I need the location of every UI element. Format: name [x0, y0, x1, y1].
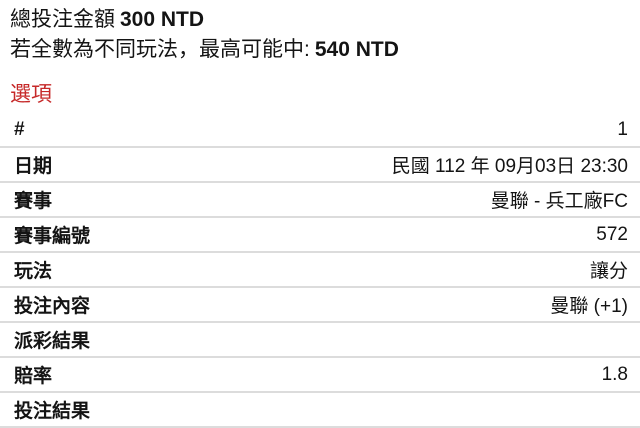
row-label: 投注內容	[14, 296, 91, 317]
table-row: 賽事編號 572	[0, 218, 640, 253]
row-value: 曼聯 (+1)	[550, 296, 628, 317]
row-label: 賽事編號	[14, 226, 91, 247]
table-row: 日期 民國 112 年 09月03日 23:30	[0, 148, 640, 183]
table-row: 賠率 1.8	[0, 358, 640, 393]
row-value: 讓分	[589, 261, 628, 282]
row-value: 民國 112 年 09月03日 23:30	[391, 156, 628, 177]
row-value: 572	[596, 223, 628, 245]
potential-win-amount: 540 NTD	[314, 38, 399, 61]
row-value: 曼聯 - 兵工廠FC	[490, 191, 628, 212]
row-label: 日期	[14, 156, 53, 177]
bet-summary-section: 總投注金額 300 NTD 若全數為不同玩法，最高可能中: 540 NTD 選項	[0, 0, 640, 109]
row-label: 賠率	[14, 366, 53, 387]
total-bet-amount: 300 NTD	[120, 8, 205, 31]
row-label: 賽事	[14, 191, 53, 212]
table-row: 投注結果	[0, 393, 640, 428]
potential-win-label: 若全數為不同玩法，最高可能中:	[10, 38, 310, 61]
row-label: 投注結果	[14, 401, 91, 422]
table-row: 賽事 曼聯 - 兵工廠FC	[0, 183, 640, 218]
potential-win-line: 若全數為不同玩法，最高可能中: 540 NTD	[10, 35, 630, 65]
options-section-title: 選項	[10, 83, 52, 106]
table-row: 投注內容 曼聯 (+1)	[0, 288, 640, 323]
table-row: 玩法 讓分	[0, 253, 640, 288]
row-value: 1.8	[601, 363, 628, 385]
table-row: 派彩結果	[0, 323, 640, 358]
bet-details-table: # 1 日期 民國 112 年 09月03日 23:30 賽事 曼聯 - 兵工廠…	[0, 113, 640, 428]
row-label: 玩法	[14, 261, 53, 282]
row-label: #	[14, 118, 25, 140]
row-value: 1	[617, 118, 628, 140]
total-bet-line: 總投注金額 300 NTD	[10, 5, 630, 35]
table-row: # 1	[0, 113, 640, 148]
row-label: 派彩結果	[14, 331, 91, 352]
total-bet-label: 總投注金額	[10, 8, 115, 31]
